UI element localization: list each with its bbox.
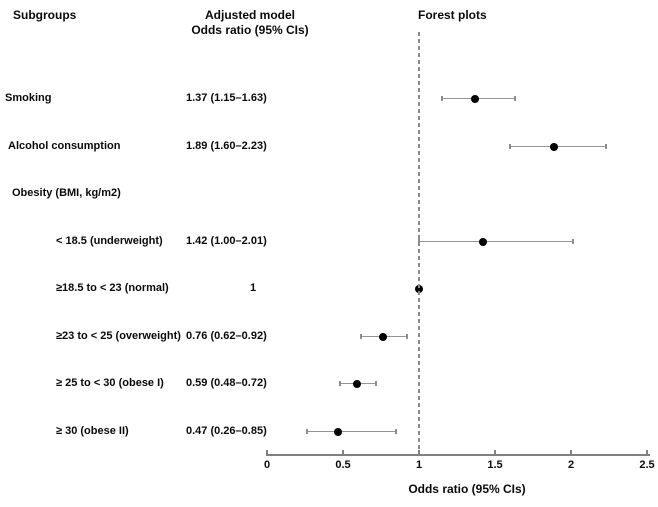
odds-ratio-value: 0.76 (0.62–0.92) [186, 329, 267, 342]
estimate-dot [334, 427, 343, 436]
column-header-subgroups: Subgroups [13, 8, 77, 22]
ci-line [419, 240, 573, 242]
x-axis-tick [646, 450, 648, 454]
x-axis-tick [266, 450, 268, 454]
ci-cap-right [604, 143, 607, 149]
odds-ratio-value: 0.59 (0.48–0.72) [186, 377, 267, 389]
ci-cap-right [395, 428, 398, 434]
x-axis-tick-label: 1 [415, 459, 423, 471]
x-axis-tick-label: 1.5 [487, 459, 503, 471]
adjusted-model-header-line1: Adjusted model [204, 8, 295, 22]
subgroup-label: Obesity (BMI, kg/m2) [12, 187, 121, 199]
subgroup-label: ≥18.5 to < 23 (normal) [56, 282, 169, 294]
ci-cap-right [375, 381, 378, 386]
odds-ratio-value: 1 [250, 282, 257, 294]
x-axis-tick [342, 450, 344, 454]
x-axis-line [266, 454, 650, 456]
ci-line [306, 430, 397, 432]
subgroup-label: Smoking [5, 92, 52, 104]
reference-line-or-1 [418, 32, 420, 451]
x-axis-tick [418, 450, 420, 454]
estimate-dot [550, 142, 559, 151]
odds-ratio-value: 0.47 (0.26–0.85) [186, 424, 267, 437]
estimate-dot [352, 380, 361, 388]
column-header-adjusted-model: Adjusted model Odds ratio (95% CIs) [150, 8, 350, 38]
adjusted-model-header-line2: Odds ratio (95% CIs) [191, 23, 309, 37]
ci-cap-left [509, 143, 512, 149]
x-axis-title: Odds ratio (95% CIs) [408, 482, 526, 496]
x-axis-tick-label: 2 [567, 459, 575, 471]
ci-cap-left [440, 96, 443, 101]
ci-cap-left [305, 428, 308, 434]
ci-line [510, 145, 606, 147]
estimate-dot [478, 237, 487, 246]
x-axis-tick [570, 450, 572, 454]
ci-cap-left [338, 381, 341, 386]
subgroup-label: < 18.5 (underweight) [56, 234, 163, 247]
odds-ratio-value: 1.37 (1.15–1.63) [186, 92, 267, 104]
ci-cap-right [513, 96, 516, 101]
x-axis-tick-label: 2.5 [639, 459, 655, 471]
subgroup-label: ≥23 to < 25 (overweight) [56, 329, 181, 342]
x-axis-tick-label: 0.5 [335, 459, 351, 471]
x-axis-tick [494, 450, 496, 454]
subgroup-label: ≥ 30 (obese II) [56, 424, 129, 437]
subgroup-label: Alcohol consumption [8, 139, 121, 152]
subgroup-label: ≥ 25 to < 30 (obese I) [56, 377, 164, 389]
ci-cap-right [571, 238, 574, 244]
odds-ratio-value: 1.42 (1.00–2.01) [186, 234, 267, 247]
estimate-dot [378, 332, 387, 341]
odds-ratio-value: 1.89 (1.60–2.23) [186, 139, 267, 152]
ci-cap-right [405, 333, 408, 339]
estimate-dot [471, 95, 480, 103]
column-header-forest-plots: Forest plots [418, 8, 487, 22]
ci-cap-left [360, 333, 363, 339]
x-axis-tick-label: 0 [263, 459, 271, 471]
